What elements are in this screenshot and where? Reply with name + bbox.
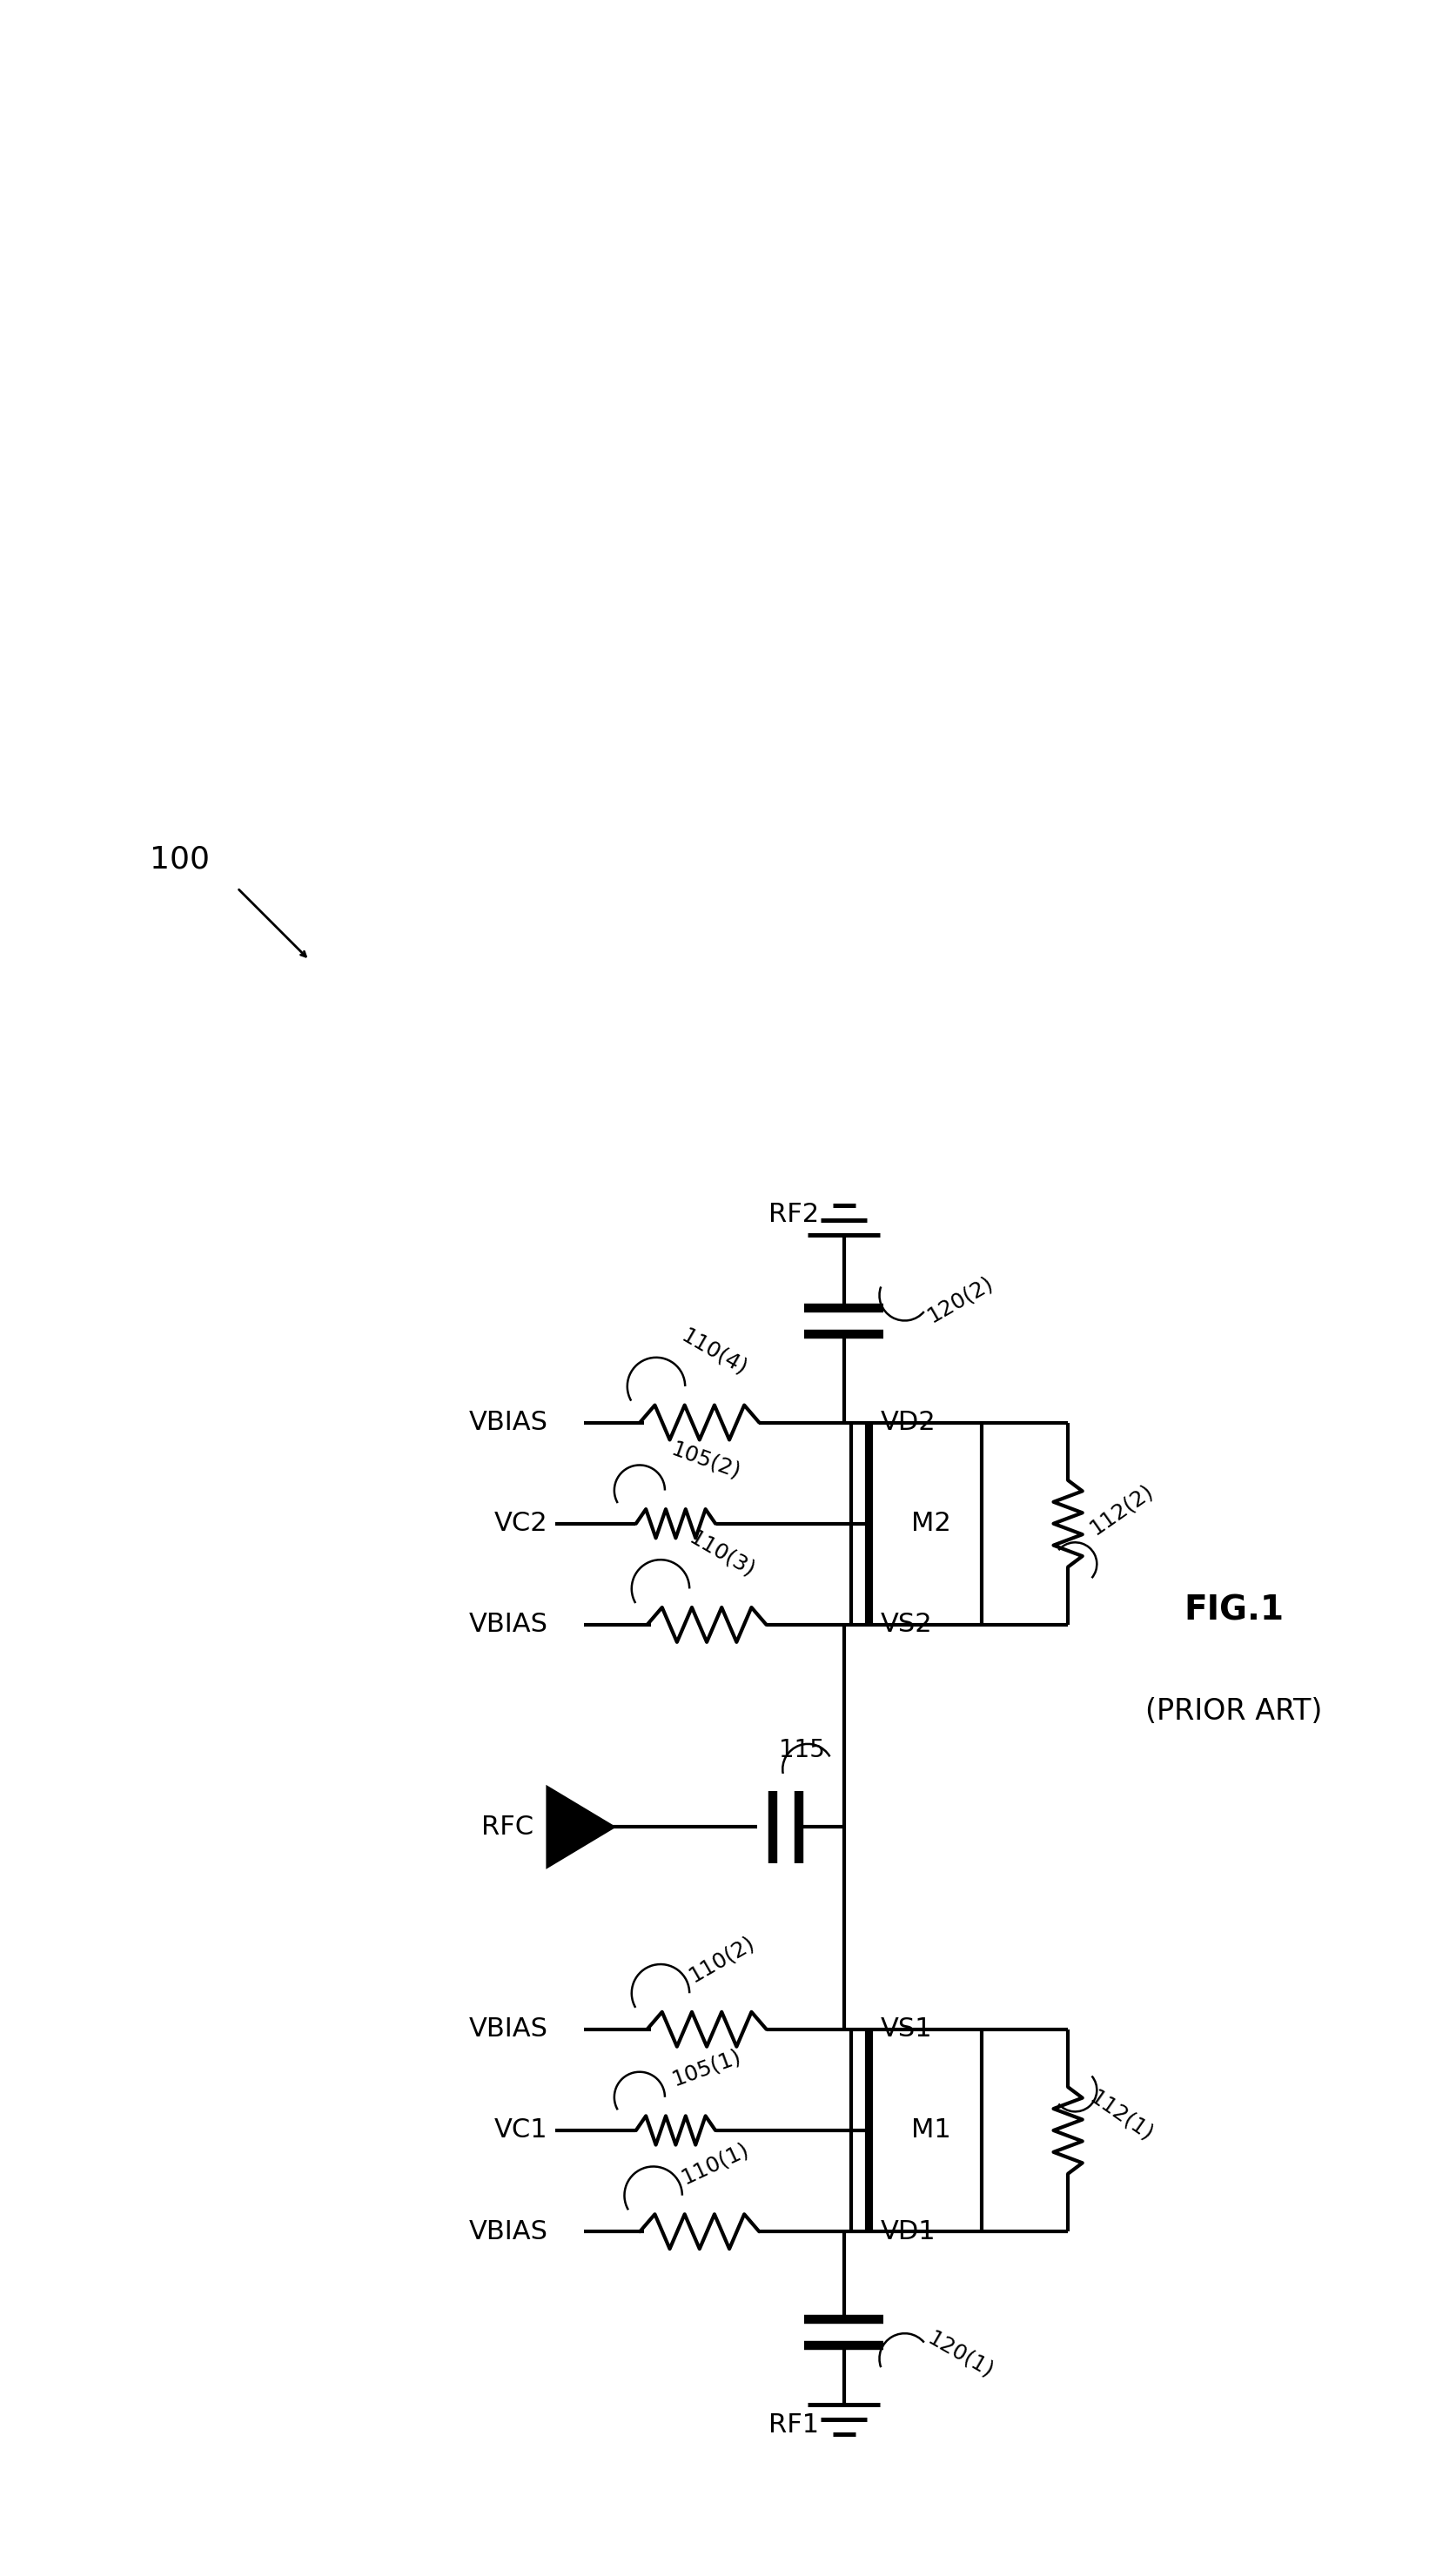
- Text: M1: M1: [910, 2119, 951, 2142]
- Text: VD2: VD2: [879, 1411, 935, 1434]
- Text: VC2: VC2: [494, 1511, 547, 1536]
- Text: VS1: VS1: [879, 2017, 932, 2042]
- Text: VD1: VD1: [879, 2219, 935, 2244]
- Text: VBIAS: VBIAS: [469, 2017, 547, 2042]
- Text: 110(4): 110(4): [677, 1324, 750, 1380]
- Text: (PRIOR ART): (PRIOR ART): [1144, 1697, 1322, 1725]
- Text: 120(2): 120(2): [923, 1273, 996, 1327]
- Text: 112(2): 112(2): [1085, 1480, 1156, 1539]
- Text: 120(1): 120(1): [923, 2326, 996, 2382]
- Text: VBIAS: VBIAS: [469, 1411, 547, 1434]
- Text: 112(1): 112(1): [1085, 2086, 1156, 2144]
- Text: VBIAS: VBIAS: [469, 2219, 547, 2244]
- Text: FIG.1: FIG.1: [1184, 1595, 1283, 1626]
- Text: 105(2): 105(2): [668, 1439, 743, 1482]
- Polygon shape: [547, 1789, 613, 1866]
- Text: VC1: VC1: [494, 2119, 547, 2142]
- Text: 110(2): 110(2): [684, 1932, 757, 1986]
- Text: RF2: RF2: [767, 1201, 818, 1227]
- Text: 100: 100: [150, 843, 210, 874]
- Text: 115: 115: [779, 1738, 824, 1761]
- Text: 110(1): 110(1): [677, 2139, 751, 2188]
- Text: 110(3): 110(3): [684, 1526, 757, 1582]
- Text: M2: M2: [910, 1511, 951, 1536]
- Text: 105(1): 105(1): [668, 2045, 743, 2091]
- Text: RF1: RF1: [767, 2413, 818, 2438]
- Text: VS2: VS2: [879, 1613, 932, 1638]
- Text: RFC: RFC: [480, 1815, 533, 1840]
- Text: VBIAS: VBIAS: [469, 1613, 547, 1638]
